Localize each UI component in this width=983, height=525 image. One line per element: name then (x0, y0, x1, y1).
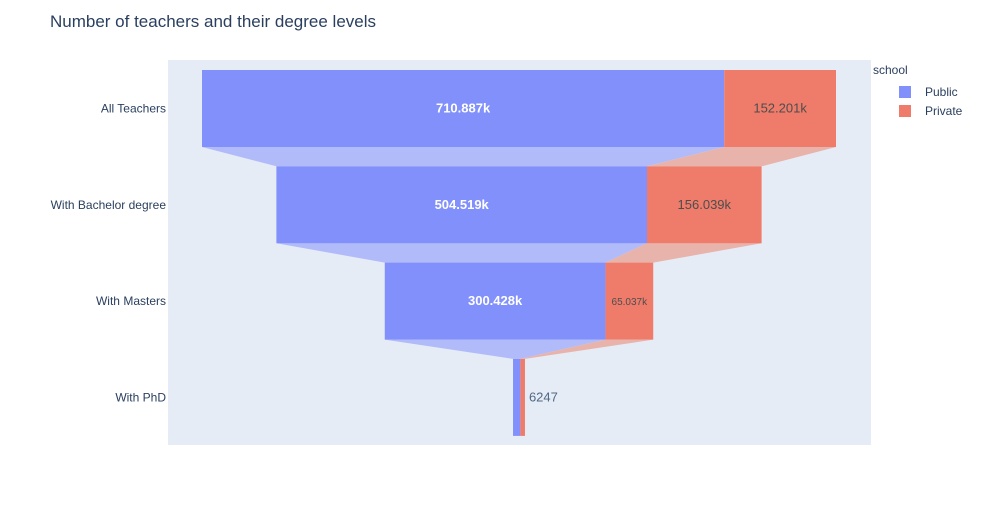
connector-public (202, 147, 725, 167)
funnel-bar-private[interactable] (605, 262, 654, 340)
funnel-bar-public[interactable] (384, 262, 606, 340)
funnel-bar-public[interactable] (202, 70, 725, 147)
funnel-bar-public[interactable] (276, 166, 647, 244)
funnel-bar-labels: 710.887k 152.201k 504.519k 156.039k 300.428k… (435, 101, 808, 405)
bar-value-label-private: 156.039k (678, 197, 732, 212)
funnel-bar-private[interactable] (646, 166, 762, 244)
connector-private (605, 243, 762, 263)
chart-title: Number of teachers and their degree leve… (50, 12, 377, 31)
legend-swatch-public (899, 85, 911, 98)
bar-value-label-public: 504.519k (435, 197, 490, 212)
connector-private (520, 339, 654, 359)
bar-value-label-private: 6247 (529, 389, 558, 404)
funnel-bar-private[interactable] (724, 70, 836, 147)
legend[interactable]: school Public Private (873, 63, 962, 120)
funnel-connectors (202, 147, 836, 359)
bar-value-label-private: 152.201k (753, 101, 807, 116)
connector-public (276, 243, 647, 263)
funnel-bars (202, 70, 836, 436)
bar-value-label-private: 65.037k (612, 297, 649, 308)
category-labels: All Teachers With Bachelor degree With Mas… (51, 102, 167, 405)
legend-swatch-private (899, 104, 911, 117)
category-label: All Teachers (101, 102, 166, 116)
legend-label-public: Public (925, 84, 958, 99)
bar-value-label-public: 710.887k (436, 101, 491, 116)
legend-item-private[interactable]: Private (873, 101, 962, 120)
category-label: With Bachelor degree (51, 198, 167, 212)
bar-value-label-public: 300.428k (468, 293, 523, 308)
funnel-bar-private[interactable] (520, 358, 525, 436)
connector-private (646, 147, 836, 167)
legend-title: school (873, 63, 908, 77)
connector-public (384, 339, 606, 359)
funnel-bar-public[interactable] (513, 358, 521, 436)
legend-label-private: Private (925, 103, 963, 118)
category-label: With Masters (96, 294, 166, 308)
category-label: With PhD (115, 390, 166, 404)
legend-item-public[interactable]: Public (873, 82, 962, 101)
